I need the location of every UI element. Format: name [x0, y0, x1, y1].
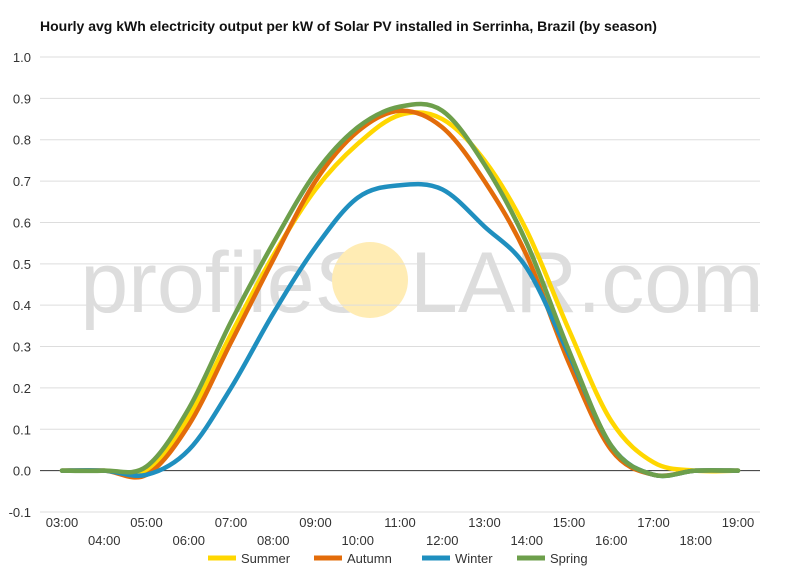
x-tick-label: 07:00: [215, 515, 248, 530]
x-tick-label: 05:00: [130, 515, 163, 530]
y-tick-label: 0.0: [13, 464, 31, 479]
x-tick-label: 12:00: [426, 533, 459, 548]
x-tick-label: 18:00: [679, 533, 712, 548]
legend-label-summer: Summer: [241, 551, 291, 566]
x-tick-label: 13:00: [468, 515, 501, 530]
watermark: profileS LAR.com: [80, 235, 763, 331]
x-tick-label: 11:00: [384, 515, 416, 530]
y-tick-label: 0.7: [13, 174, 31, 189]
y-tick-label: 0.4: [13, 298, 31, 313]
legend: Summer Autumn Winter Spring: [208, 551, 588, 566]
y-tick-label: 0.6: [13, 215, 31, 230]
x-axis: 03:00 05:00 07:00 09:00 11:00 13:00 15:00 17:00…: [46, 515, 755, 548]
watermark-sun: [332, 242, 408, 318]
grid: [40, 56, 760, 513]
y-tick-label: 1.0: [13, 50, 31, 65]
x-tick-label: 03:00: [46, 515, 79, 530]
series-lines: [59, 101, 741, 480]
y-tick-label: 0.2: [13, 381, 31, 396]
watermark-text-right: LAR.com: [410, 235, 764, 331]
x-tick-label: 08:00: [257, 533, 290, 548]
legend-label-winter: Winter: [455, 551, 493, 566]
series-line-autumn: [59, 108, 741, 480]
y-tick-label: -0.1: [9, 505, 31, 520]
x-tick-label: 10:00: [341, 533, 374, 548]
y-axis: -0.1 0.0 0.1 0.2 0.3 0.4 0.5 0.6 0.7 0.8 0.9 1.0: [9, 50, 31, 520]
x-tick-label: 16:00: [595, 533, 628, 548]
y-tick-label: 0.9: [13, 91, 31, 106]
series-line-spring: [59, 101, 741, 479]
legend-label-autumn: Autumn: [347, 551, 392, 566]
y-tick-label: 0.3: [13, 340, 31, 355]
x-tick-label: 04:00: [88, 533, 121, 548]
chart-title: Hourly avg kWh electricity output per kW…: [40, 18, 657, 34]
y-tick-label: 0.1: [13, 422, 31, 437]
legend-label-spring: Spring: [550, 551, 588, 566]
x-tick-label: 06:00: [172, 533, 205, 548]
x-tick-label: 14:00: [510, 533, 543, 548]
x-tick-label: 15:00: [553, 515, 586, 530]
x-tick-label: 17:00: [637, 515, 670, 530]
x-tick-label: 09:00: [299, 515, 332, 530]
x-tick-label: 19:00: [722, 515, 755, 530]
y-tick-label: 0.5: [13, 257, 31, 272]
y-tick-label: 0.8: [13, 133, 31, 148]
watermark-text-left: profileS: [80, 235, 372, 331]
series-line-summer: [59, 110, 741, 477]
